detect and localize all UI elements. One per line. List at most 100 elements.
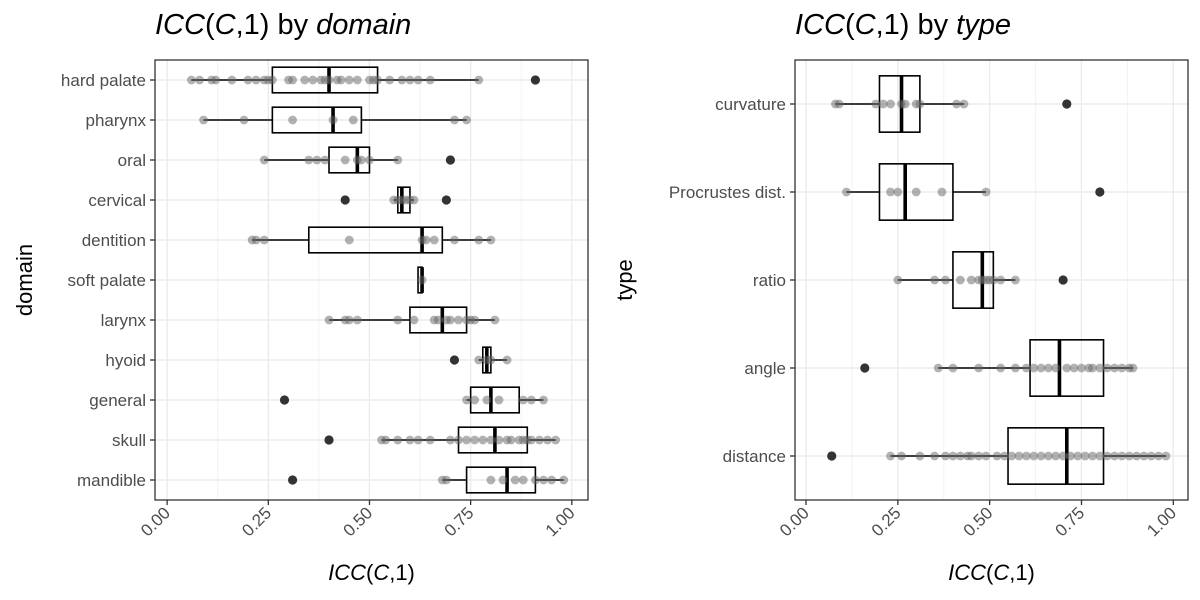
chart-title-part: ,1) by (876, 9, 957, 41)
chart-title-part: C (855, 9, 877, 41)
data-point (900, 99, 910, 109)
data-point (288, 75, 297, 85)
data-point (948, 363, 958, 373)
data-point (462, 435, 471, 445)
data-point (915, 99, 925, 109)
data-point (1029, 363, 1039, 373)
data-point (966, 451, 976, 461)
box-group (287, 466, 569, 494)
data-point (251, 235, 261, 245)
outlier-point (1058, 275, 1068, 285)
outlier-point (1095, 187, 1105, 197)
grid (155, 60, 588, 500)
data-point (1073, 451, 1083, 461)
data-point (1044, 363, 1053, 373)
data-point (243, 75, 253, 85)
chart-title-part: ( (845, 9, 855, 41)
x-axis-title-part: ( (366, 560, 374, 585)
outlier-point (340, 195, 350, 205)
data-point (1051, 363, 1061, 373)
x-tick-label: 0.50 (339, 503, 376, 540)
box-group (199, 106, 471, 134)
data-point (470, 435, 480, 445)
data-point (1124, 451, 1134, 461)
data-point (340, 155, 350, 165)
box-group (259, 146, 456, 174)
data-point (930, 451, 939, 461)
y-tick-label: dentition (82, 231, 146, 250)
data-point (937, 187, 947, 197)
data-point (1102, 363, 1112, 373)
data-point (486, 475, 496, 485)
y-tick-label: angle (744, 359, 786, 378)
data-point (1010, 363, 1020, 373)
data-point (981, 187, 991, 197)
chart-title: ICC(C,1) by domain (155, 9, 411, 41)
data-point (454, 315, 463, 325)
data-point (446, 315, 455, 325)
box-group (279, 386, 548, 414)
y-tick-label: soft palate (68, 271, 146, 290)
data-point (393, 435, 403, 445)
outlier-point (827, 451, 837, 461)
data-point (526, 395, 536, 405)
data-point (211, 75, 221, 85)
data-point (539, 395, 548, 405)
y-tick-label: curvature (715, 95, 786, 114)
data-point (543, 435, 552, 445)
data-point (462, 395, 471, 405)
box-group (187, 66, 540, 94)
box-group (827, 427, 1171, 485)
data-point (482, 395, 492, 405)
data-point (494, 435, 504, 445)
x-tick-label: 1.00 (542, 503, 579, 540)
outlier-point (287, 475, 298, 485)
box-group (324, 306, 500, 334)
box (271, 106, 363, 134)
y-tick-label: larynx (101, 311, 147, 330)
x-tick-label: 0.00 (137, 503, 174, 540)
data-point (1021, 363, 1031, 373)
data-point (267, 75, 277, 85)
x-tick-label: 0.50 (960, 503, 997, 540)
data-point (539, 475, 548, 485)
chart-title-part: C (215, 9, 237, 41)
y-tick-label: distance (723, 447, 786, 466)
data-point (1066, 451, 1075, 461)
y-tick-label: ratio (753, 271, 786, 290)
x-axis-title-part: ( (986, 560, 994, 585)
data-point (992, 451, 1002, 461)
data-point (871, 99, 881, 109)
data-point (421, 235, 431, 245)
data-point (1036, 451, 1046, 461)
data-point (1051, 451, 1061, 461)
x-axis-title-part: ICC (948, 560, 986, 585)
chart-title-part: ICC (155, 9, 206, 41)
data-point (1146, 451, 1156, 461)
data-point (474, 355, 484, 365)
data-point (530, 475, 540, 485)
data-point (535, 435, 544, 445)
data-point (312, 155, 322, 165)
data-point (1161, 451, 1171, 461)
data-point (952, 99, 962, 109)
data-point (251, 75, 261, 85)
data-point (417, 275, 427, 285)
data-point (259, 155, 269, 165)
data-point (559, 475, 569, 485)
data-point (911, 187, 921, 197)
data-point (1010, 275, 1020, 285)
data-point (955, 451, 965, 461)
data-point (959, 99, 969, 109)
data-point (551, 435, 561, 445)
data-point (344, 315, 354, 325)
data-point (494, 395, 504, 405)
data-point (450, 235, 459, 245)
data-point (352, 315, 362, 325)
x-axis-title-part: ICC (328, 560, 366, 585)
y-tick-label: general (89, 391, 146, 410)
data-point (933, 363, 943, 373)
x-tick-label: 0.25 (868, 503, 905, 540)
data-point (227, 75, 237, 85)
box-group (449, 346, 512, 374)
